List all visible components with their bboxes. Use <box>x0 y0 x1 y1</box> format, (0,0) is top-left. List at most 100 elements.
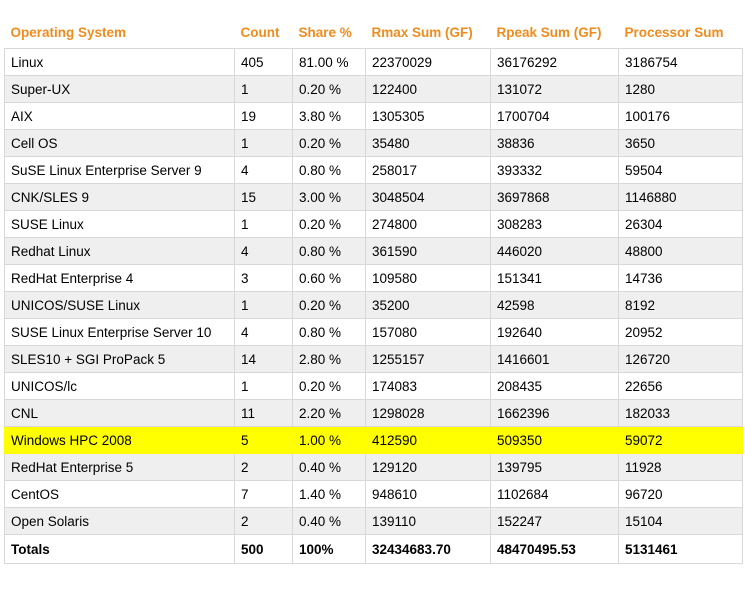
cell-operating-system[interactable]: CNK/SLES 9 <box>4 183 235 211</box>
cell-processor-sum: 26304 <box>618 210 743 238</box>
table-row: Cell OS 1 0.20 % 35480 38836 3650 <box>4 129 743 157</box>
cell-count: 14 <box>234 345 293 373</box>
cell-rpeak-sum: 1662396 <box>490 399 619 427</box>
cell-count: 1 <box>234 291 293 319</box>
cell-operating-system[interactable]: SuSE Linux Enterprise Server 9 <box>4 156 235 184</box>
header-row: Operating System Count Share % Rmax Sum … <box>4 17 743 49</box>
cell-rmax-sum: 948610 <box>365 480 491 508</box>
cell-rmax-sum: 129120 <box>365 453 491 481</box>
cell-processor-sum: 15104 <box>618 507 743 535</box>
cell-processor-sum: 59504 <box>618 156 743 184</box>
cell-operating-system[interactable]: RedHat Enterprise 5 <box>4 453 235 481</box>
cell-operating-system[interactable]: Open Solaris <box>4 507 235 535</box>
cell-count: 3 <box>234 264 293 292</box>
table-row: UNICOS/SUSE Linux 1 0.20 % 35200 42598 8192 <box>4 291 743 319</box>
cell-rpeak-sum: 131072 <box>490 75 619 103</box>
cell-rmax-sum: 157080 <box>365 318 491 346</box>
cell-rpeak-sum: 393332 <box>490 156 619 184</box>
cell-processor-sum: 20952 <box>618 318 743 346</box>
cell-processor-sum: 14736 <box>618 264 743 292</box>
cell-rpeak-sum: 308283 <box>490 210 619 238</box>
cell-operating-system[interactable]: Linux <box>4 48 235 76</box>
cell-processor-sum: 48800 <box>618 237 743 265</box>
totals-rmax: 32434683.70 <box>365 534 491 564</box>
table-row: SUSE Linux Enterprise Server 10 4 0.80 % 15… <box>4 318 743 346</box>
cell-share: 0.80 % <box>292 237 366 265</box>
cell-operating-system[interactable]: RedHat Enterprise 4 <box>4 264 235 292</box>
header-share[interactable]: Share % <box>292 17 366 49</box>
cell-rpeak-sum: 509350 <box>490 426 619 454</box>
header-operating-system[interactable]: Operating System <box>4 17 235 49</box>
cell-operating-system[interactable]: Super-UX <box>4 75 235 103</box>
cell-rmax-sum: 22370029 <box>365 48 491 76</box>
cell-rmax-sum: 122400 <box>365 75 491 103</box>
header-processor-sum[interactable]: Processor Sum <box>618 17 743 49</box>
cell-operating-system[interactable]: UNICOS/lc <box>4 372 235 400</box>
cell-operating-system[interactable]: Cell OS <box>4 129 235 157</box>
cell-operating-system[interactable]: SUSE Linux <box>4 210 235 238</box>
cell-share: 0.20 % <box>292 75 366 103</box>
cell-operating-system[interactable]: Windows HPC 2008 <box>4 426 235 454</box>
cell-operating-system[interactable]: AIX <box>4 102 235 130</box>
cell-rmax-sum: 1305305 <box>365 102 491 130</box>
cell-rpeak-sum: 38836 <box>490 129 619 157</box>
cell-rpeak-sum: 192640 <box>490 318 619 346</box>
cell-count: 4 <box>234 318 293 346</box>
cell-rpeak-sum: 36176292 <box>490 48 619 76</box>
cell-processor-sum: 96720 <box>618 480 743 508</box>
cell-count: 4 <box>234 237 293 265</box>
cell-operating-system[interactable]: Redhat Linux <box>4 237 235 265</box>
cell-share: 0.20 % <box>292 291 366 319</box>
cell-rmax-sum: 3048504 <box>365 183 491 211</box>
cell-processor-sum: 100176 <box>618 102 743 130</box>
cell-share: 1.00 % <box>292 426 366 454</box>
cell-rmax-sum: 35480 <box>365 129 491 157</box>
cell-rpeak-sum: 208435 <box>490 372 619 400</box>
cell-rmax-sum: 35200 <box>365 291 491 319</box>
cell-share: 81.00 % <box>292 48 366 76</box>
cell-rmax-sum: 1255157 <box>365 345 491 373</box>
header-count[interactable]: Count <box>234 17 293 49</box>
cell-processor-sum: 3650 <box>618 129 743 157</box>
cell-rmax-sum: 109580 <box>365 264 491 292</box>
cell-operating-system[interactable]: SLES10 + SGI ProPack 5 <box>4 345 235 373</box>
cell-count: 11 <box>234 399 293 427</box>
cell-share: 0.20 % <box>292 129 366 157</box>
table-row: Redhat Linux 4 0.80 % 361590 446020 48800 <box>4 237 743 265</box>
cell-processor-sum: 126720 <box>618 345 743 373</box>
header-rmax-sum[interactable]: Rmax Sum (GF) <box>365 17 491 49</box>
cell-rmax-sum: 139110 <box>365 507 491 535</box>
header-rpeak-sum[interactable]: Rpeak Sum (GF) <box>490 17 619 49</box>
totals-row: Totals 500 100% 32434683.70 48470495.53 … <box>4 534 743 564</box>
cell-processor-sum: 1146880 <box>618 183 743 211</box>
cell-count: 1 <box>234 210 293 238</box>
totals-count: 500 <box>234 534 293 564</box>
table-row: AIX 19 3.80 % 1305305 1700704 100176 <box>4 102 743 130</box>
table-row: UNICOS/lc 1 0.20 % 174083 208435 22656 <box>4 372 743 400</box>
cell-count: 1 <box>234 372 293 400</box>
cell-rpeak-sum: 1416601 <box>490 345 619 373</box>
cell-rpeak-sum: 3697868 <box>490 183 619 211</box>
cell-operating-system[interactable]: CentOS <box>4 480 235 508</box>
cell-rmax-sum: 1298028 <box>365 399 491 427</box>
cell-share: 2.20 % <box>292 399 366 427</box>
cell-rpeak-sum: 446020 <box>490 237 619 265</box>
cell-share: 1.40 % <box>292 480 366 508</box>
totals-rpeak: 48470495.53 <box>490 534 619 564</box>
cell-rmax-sum: 258017 <box>365 156 491 184</box>
table-row: RedHat Enterprise 5 2 0.40 % 129120 139795 11… <box>4 453 743 481</box>
cell-operating-system[interactable]: CNL <box>4 399 235 427</box>
table-row: Open Solaris 2 0.40 % 139110 152247 15104 <box>4 507 743 535</box>
cell-rmax-sum: 274800 <box>365 210 491 238</box>
cell-processor-sum: 8192 <box>618 291 743 319</box>
cell-count: 1 <box>234 129 293 157</box>
cell-processor-sum: 3186754 <box>618 48 743 76</box>
cell-operating-system[interactable]: SUSE Linux Enterprise Server 10 <box>4 318 235 346</box>
table-row: Super-UX 1 0.20 % 122400 131072 1280 <box>4 75 743 103</box>
cell-rpeak-sum: 152247 <box>490 507 619 535</box>
cell-rpeak-sum: 139795 <box>490 453 619 481</box>
cell-share: 0.80 % <box>292 156 366 184</box>
cell-count: 7 <box>234 480 293 508</box>
cell-share: 0.80 % <box>292 318 366 346</box>
cell-operating-system[interactable]: UNICOS/SUSE Linux <box>4 291 235 319</box>
